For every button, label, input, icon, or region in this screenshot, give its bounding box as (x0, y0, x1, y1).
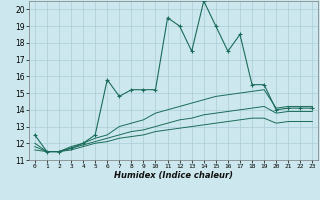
X-axis label: Humidex (Indice chaleur): Humidex (Indice chaleur) (114, 171, 233, 180)
